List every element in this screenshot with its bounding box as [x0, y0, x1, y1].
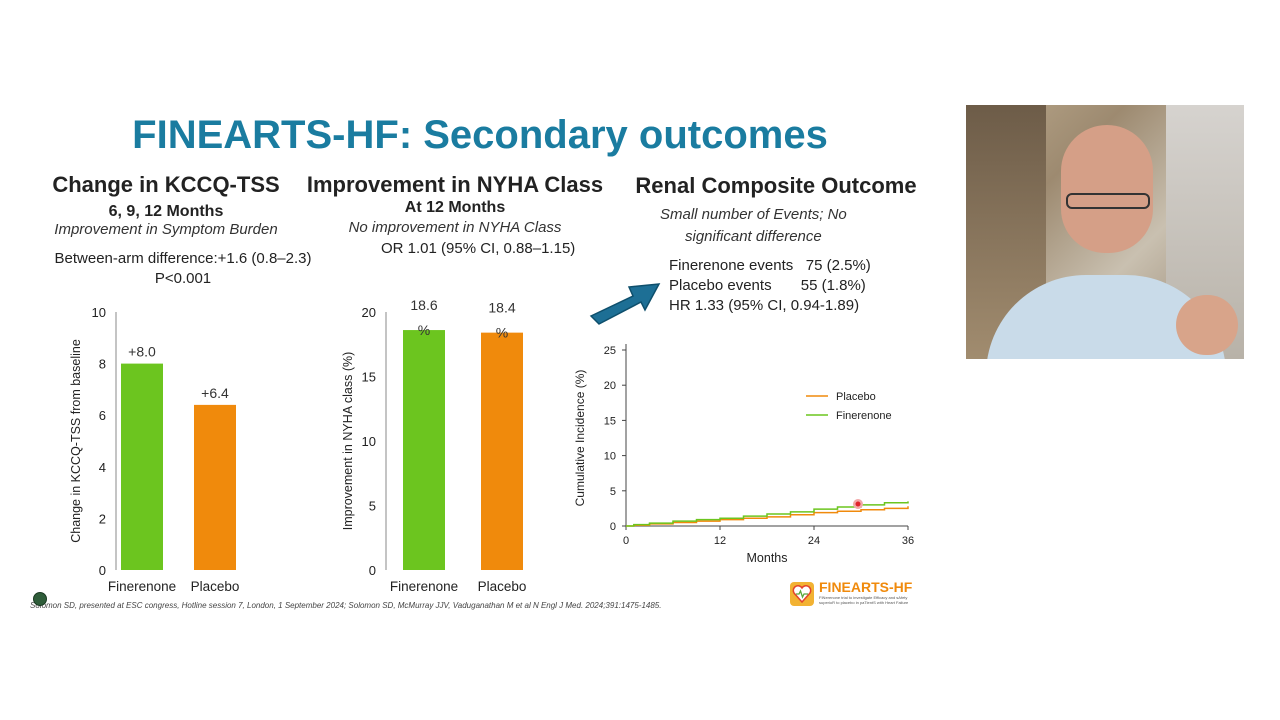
kccq-italic: Improvement in Symptom Burden — [54, 221, 278, 238]
renal-italic-1: Small number of Events; No — [660, 206, 847, 223]
logo-wordmark: FINEARTS-HF — [819, 579, 913, 595]
y-tick-label: 5 — [369, 499, 376, 514]
y-tick-label: 0 — [369, 563, 376, 578]
y-tick-label: 5 — [610, 486, 616, 498]
bar-value-label: 18.4 — [488, 300, 515, 316]
renal-finerenone-events: Finerenone events 75 (2.5%) — [669, 257, 871, 274]
bar-value-label: +6.4 — [201, 385, 229, 401]
bar-placebo — [481, 332, 523, 570]
nyha-odds-ratio: OR 1.01 (95% CI, 0.88–1.15) — [381, 240, 576, 257]
x-tick-label: 12 — [714, 535, 726, 547]
kccq-difference: Between-arm difference:+1.6 (0.8–2.3) — [54, 250, 312, 267]
nyha-italic: No improvement in NYHA Class — [348, 219, 562, 236]
nyha-heading: Improvement in NYHA Class — [306, 172, 604, 197]
kccq-subheading: 6, 9, 12 Months — [108, 203, 224, 220]
y-tick-label: 0 — [99, 563, 106, 578]
renal-italic-2: significant difference — [685, 228, 822, 245]
legend-label-finerenone: Finerenone — [836, 410, 892, 422]
presenter-face — [1061, 125, 1153, 253]
renal-hazard-ratio: HR 1.33 (95% CI, 0.94-1.89) — [669, 297, 860, 314]
renal-km-chart: 0 5 10 15 20 25 0 12 24 36 Months Cumulative Incide… — [573, 344, 914, 565]
y-tick-label: 10 — [92, 305, 106, 320]
legend-label-placebo: Placebo — [836, 391, 876, 403]
y-tick-label: 6 — [99, 408, 106, 423]
x-tick-label: 24 — [808, 535, 820, 547]
bar-value-suffix: % — [496, 325, 508, 341]
heart-logo-icon — [790, 582, 814, 606]
x-axis-label: Months — [747, 551, 788, 565]
x-category-label: Finerenone — [390, 579, 458, 594]
y-axis-label: Cumulative Incidence (%) — [573, 370, 587, 507]
y-axis-label: Change in KCCQ-TSS from baseline — [69, 339, 83, 543]
kccq-bar-chart: 0 2 4 6 8 10 Change in KCCQ-TSS from baseline F… — [69, 305, 240, 594]
nyha-subheading: At 12 Months — [404, 199, 506, 216]
nyha-bar-chart: 0 5 10 15 20 Improvement in NYHA class (%) Fin… — [341, 297, 527, 594]
citation: Solomon SD, presented at ESC congress, H… — [30, 601, 662, 610]
x-tick-label: 36 — [902, 535, 914, 547]
bar-placebo — [194, 404, 236, 570]
bar-value-label: +8.0 — [128, 344, 156, 360]
finearts-logo: FINEARTS-HF FINerenone trial to investig… — [788, 579, 928, 609]
y-tick-label: 25 — [604, 345, 616, 357]
slide-title: FINEARTS-HF: Secondary outcomes — [132, 113, 828, 157]
y-axis-label: Improvement in NYHA class (%) — [341, 352, 355, 531]
kccq-heading: Change in KCCQ-TSS — [52, 172, 280, 197]
bar-finerenone — [403, 330, 445, 570]
x-category-label: Placebo — [478, 579, 527, 594]
x-category-label: Placebo — [191, 579, 240, 594]
x-category-label: Finerenone — [108, 579, 176, 594]
y-tick-label: 20 — [362, 305, 376, 320]
logo-tagline-2: superioR to placebo in paTientS with Hea… — [819, 600, 909, 605]
y-tick-label: 8 — [99, 357, 106, 372]
presenter-glasses — [1066, 193, 1150, 209]
logo-tagline-1: FINerenone trial to investigate Efficacy… — [819, 595, 908, 600]
kccq-header: Change in KCCQ-TSS — [40, 172, 292, 198]
renal-heading: Renal Composite Outcome — [635, 173, 917, 198]
y-tick-label: 4 — [99, 460, 106, 475]
y-tick-label: 15 — [362, 370, 376, 385]
presenter-pen-icon[interactable] — [33, 592, 47, 606]
km-line-finerenone — [626, 501, 909, 527]
y-tick-label: 10 — [362, 434, 376, 449]
y-tick-label: 2 — [99, 511, 106, 526]
bar-value-suffix: % — [418, 322, 430, 338]
kccq-pvalue: P<0.001 — [154, 270, 212, 287]
bar-finerenone — [121, 363, 163, 570]
presenter-video[interactable] — [966, 105, 1244, 359]
bar-value-label: 18.6 — [410, 297, 437, 313]
y-tick-label: 10 — [604, 451, 616, 463]
pointer-arrow-icon — [589, 283, 661, 325]
laser-pointer-dot — [855, 501, 861, 507]
y-tick-label: 15 — [604, 415, 616, 427]
presenter-hand — [1176, 295, 1238, 355]
y-tick-label: 0 — [610, 521, 616, 533]
renal-placebo-events: Placebo events 55 (1.8%) — [669, 277, 866, 294]
y-tick-label: 20 — [604, 380, 616, 392]
x-tick-label: 0 — [623, 535, 629, 547]
